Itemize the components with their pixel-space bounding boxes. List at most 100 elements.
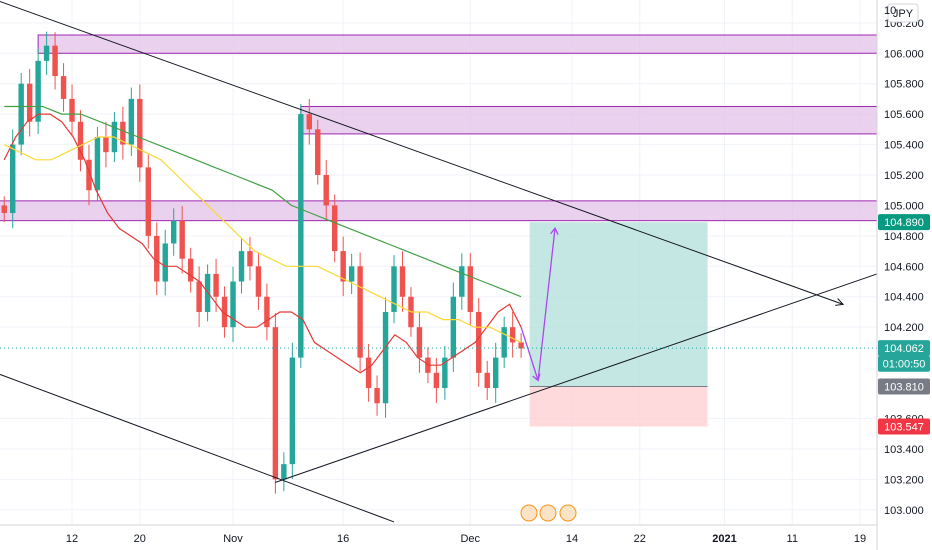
candle-body (52, 45, 58, 77)
candle-body (315, 129, 321, 175)
time-tick-label: Dec (460, 533, 480, 545)
candle-body (272, 327, 279, 480)
candle-body (221, 296, 228, 328)
price-tag-bg (878, 355, 930, 372)
candlestick-series (1, 31, 524, 494)
candle-body (340, 251, 346, 282)
candle-body (501, 327, 507, 358)
candle-body (154, 235, 160, 282)
candle-body (43, 45, 50, 61)
candle-body (306, 114, 312, 130)
resistance-zone (0, 200, 878, 222)
candle-body (281, 464, 287, 480)
price-tick-label: 104.400 (884, 292, 924, 304)
candle-body (323, 175, 329, 206)
candle-body (382, 311, 389, 404)
time-axis[interactable]: 12 20 Nov 16 Dec 14 22 2021 11 19 (66, 533, 866, 545)
candle-body (196, 281, 202, 312)
projection-arrowhead (550, 227, 559, 235)
price-axis-labels: 104.890 104.062 01:00:50 103.810 103.547 (878, 214, 930, 435)
candle-body (77, 121, 84, 160)
moving-average-line (3, 136, 522, 343)
long-position-tool[interactable] (529, 222, 708, 427)
trendline (0, 0, 844, 305)
candle-body (1, 205, 7, 214)
price-tick-label: 106.000 (884, 48, 924, 60)
candle-body (331, 205, 338, 252)
time-tick-label: 12 (66, 533, 78, 545)
candle-body (255, 266, 262, 297)
candle-body (391, 266, 397, 312)
candle-body (26, 83, 33, 122)
candle-body (247, 251, 253, 267)
projection-path[interactable] (520, 227, 559, 382)
candle-body (425, 357, 431, 373)
price-tick-label: 105.800 (884, 79, 924, 91)
price-tag-label: 01:00:50 (883, 359, 926, 371)
price-tag-bg (878, 214, 930, 231)
candle-body (348, 266, 355, 282)
candle-body (365, 357, 372, 389)
currency-badge[interactable]: JPY (887, 3, 919, 23)
price-tick-label: 105.000 (884, 200, 924, 212)
time-tick-label: 11 (787, 533, 798, 545)
time-tick-label: 22 (634, 533, 646, 545)
candle-body (433, 372, 440, 389)
price-tag-label: 104.890 (884, 217, 924, 229)
moving-average-line (4, 105, 522, 298)
candle-body (484, 372, 490, 389)
time-tick-label: 2021 (712, 533, 736, 545)
economic-events-icon[interactable] (520, 504, 577, 522)
plot-background (0, 0, 877, 525)
trendlines[interactable] (0, 0, 878, 523)
candle-body (9, 144, 16, 214)
currency-label: JPY (893, 8, 914, 20)
trendline (275, 273, 878, 483)
candle-body (518, 342, 524, 349)
candle-body (162, 243, 168, 282)
resistance-zone (300, 106, 878, 135)
price-tick-label: 103.000 (884, 505, 924, 517)
profit-zone (529, 222, 708, 387)
price-tick-label: 105.600 (884, 109, 924, 121)
trendline-arrowhead (835, 298, 845, 306)
candle-body (179, 220, 185, 259)
resistance-zones[interactable] (0, 34, 878, 222)
moving-average-line (3, 113, 522, 374)
candle-body (289, 357, 296, 465)
candle-body (213, 273, 219, 297)
time-tick-label: 19 (854, 533, 866, 545)
price-tag-label: 103.547 (884, 422, 924, 434)
candle-body (264, 296, 270, 328)
candle-body (120, 121, 126, 145)
candle-body (298, 114, 304, 358)
price-tag-bg (878, 378, 930, 395)
price-tick-label: 103.400 (884, 444, 924, 456)
price-tick-label: 105.200 (884, 170, 924, 182)
price-tag-label: 104.062 (884, 343, 924, 355)
resistance-zone (37, 34, 878, 54)
candle-body (459, 266, 465, 297)
candle-body (103, 136, 109, 153)
candle-body (374, 388, 380, 404)
candle-body (86, 159, 92, 191)
candle-body (187, 258, 194, 282)
time-tick-label: 20 (134, 533, 146, 545)
price-tick-label: 104.200 (884, 322, 924, 334)
time-tick-label: 14 (566, 533, 578, 545)
price-tick-label: 104.600 (884, 261, 924, 273)
candle-body (137, 98, 143, 168)
candle-body (357, 266, 363, 358)
candle-body (145, 167, 151, 236)
candle-body (128, 98, 135, 145)
candle-body (94, 136, 101, 191)
candle-body (170, 220, 177, 244)
trendline (0, 373, 395, 523)
price-tick-label: 103.200 (884, 474, 924, 486)
price-tick-label: 105.400 (884, 140, 924, 152)
candle-body (467, 266, 473, 312)
price-tag-bg (878, 418, 930, 435)
candle-body (238, 251, 245, 282)
price-axis[interactable]: 106.200106.000105.800105.600105.400105.2… (884, 18, 924, 517)
